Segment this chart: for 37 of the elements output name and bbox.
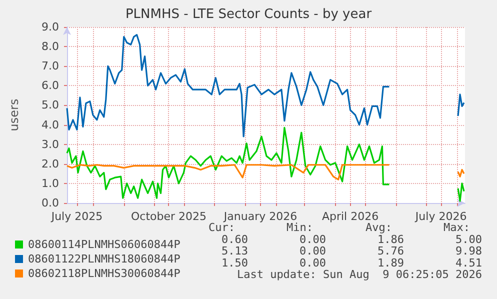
- y-tick-label: 7.0: [42, 60, 59, 73]
- text: 5.00: [456, 233, 482, 246]
- y-tick-label: 6.0: [42, 79, 59, 92]
- y-tick-label: 8.0: [42, 40, 59, 54]
- text: 0.00: [300, 244, 326, 258]
- y-tick-label: 1.0: [42, 176, 59, 190]
- y-tick-label: 3.0: [42, 138, 59, 151]
- x-tick-label: October 2025: [130, 210, 206, 223]
- text: 0.00: [300, 256, 326, 270]
- text: Max:: [444, 221, 470, 234]
- chart-title: PLNMHS - LTE Sector Counts - by year: [125, 7, 372, 22]
- y-tick-label: 0.0: [42, 196, 59, 210]
- text: 1.89: [378, 256, 404, 270]
- x-tick-label: July 2026: [414, 210, 467, 223]
- y-axis-title: users: [7, 98, 21, 132]
- text: 0.00: [300, 233, 326, 246]
- text: 5.13: [222, 244, 248, 258]
- y-tick-label: 2.0: [42, 157, 59, 170]
- y-tick-label: 9.0: [42, 20, 59, 34]
- text: Min:: [286, 221, 313, 234]
- x-tick-label: July 2025: [50, 210, 103, 223]
- text: 9.98: [456, 244, 482, 258]
- y-tick-label: 5.0: [42, 98, 59, 112]
- text: Last update: Sun Aug 9 06:25:05 2026: [236, 268, 482, 281]
- text: 1.50: [222, 256, 248, 270]
- legend-label: 08601122PLNMHS18060844P: [28, 252, 181, 266]
- text: 4.51: [456, 256, 482, 270]
- legend-label: 08602118PLNMHS30060844P: [28, 267, 181, 280]
- text: 5.76: [378, 244, 404, 258]
- legend-label: 08600114PLNMHS06060844P: [28, 238, 181, 251]
- text: Cur:: [208, 221, 235, 234]
- text: 0.60: [222, 233, 248, 246]
- y-tick-label: 4.0: [42, 118, 59, 132]
- x-tick-label: April 2026: [322, 210, 379, 223]
- text: Avg:: [366, 221, 392, 234]
- text: 1.86: [378, 233, 404, 246]
- x-tick-label: January 2026: [222, 210, 298, 223]
